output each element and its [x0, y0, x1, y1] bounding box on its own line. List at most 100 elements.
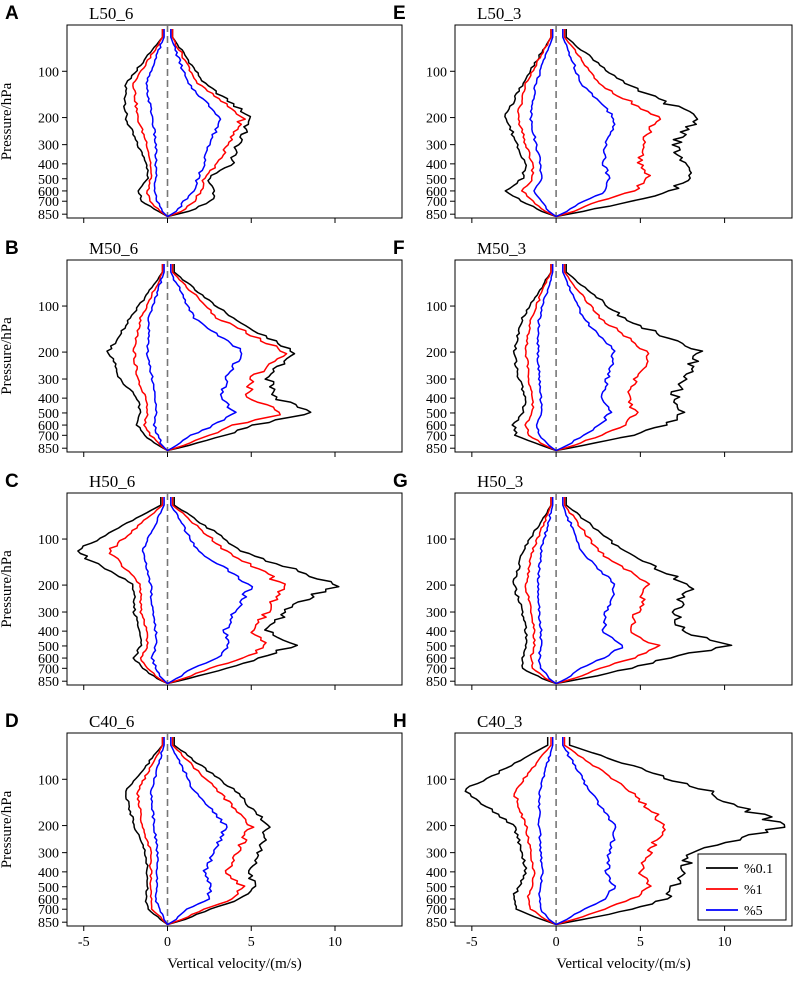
series-line-5	[145, 264, 243, 452]
legend: %0.1 %1 %5	[697, 853, 787, 921]
y-tick-label: 500	[38, 407, 59, 422]
y-tick-label: 850	[426, 916, 447, 931]
y-tick-label: 300	[426, 139, 447, 154]
series-line-01	[512, 497, 733, 685]
y-tick-label: 600	[38, 419, 59, 434]
y-tick-label: 700	[426, 195, 447, 210]
panel-frame	[454, 732, 793, 927]
y-tick-label: 400	[38, 392, 59, 407]
y-tick-label: 200	[426, 346, 447, 361]
series-line-5	[141, 497, 254, 685]
y-tick-label: 500	[426, 640, 447, 655]
y-tick-label: 850	[426, 442, 447, 457]
y-tick-label: 600	[426, 185, 447, 200]
y-tick-label: 700	[38, 903, 59, 918]
y-tick-label: 100	[38, 533, 59, 548]
x-tick-label: 0	[553, 935, 560, 950]
y-tick-label: 700	[426, 662, 447, 677]
series-line-1	[524, 264, 650, 452]
y-tick-label: 100	[38, 65, 59, 80]
y-tick-label: 500	[38, 881, 59, 896]
y-tick-label: 400	[426, 866, 447, 881]
series-line-01	[77, 497, 340, 685]
y-tick-label: 850	[38, 208, 59, 223]
y-tick-label: 400	[426, 625, 447, 640]
panel-label: E	[393, 3, 406, 24]
y-tick-label: 600	[38, 185, 59, 200]
panel-title: M50_3	[477, 239, 526, 258]
y-tick-label: 500	[426, 173, 447, 188]
panel-title: L50_6	[89, 4, 133, 23]
y-tick-label: 600	[38, 893, 59, 908]
series-line-01	[504, 29, 699, 218]
y-tick-label: 100	[38, 300, 59, 315]
series-line-01	[511, 264, 704, 452]
y-tick-label: 300	[38, 139, 59, 154]
series-line-1	[524, 497, 661, 685]
y-tick-label: 300	[426, 606, 447, 621]
y-tick-label: 100	[426, 300, 447, 315]
y-tick-label: 850	[426, 675, 447, 690]
y-axis-label: Pressure/hPa	[0, 550, 15, 628]
y-tick-label: 400	[38, 866, 59, 881]
y-tick-label: 100	[426, 65, 447, 80]
series-line-1	[513, 737, 666, 926]
y-tick-label: 200	[426, 820, 447, 835]
x-tick-label: -5	[466, 935, 478, 950]
y-tick-label: 850	[38, 675, 59, 690]
y-axis-label: Pressure/hPa	[0, 317, 15, 395]
y-tick-label: 600	[426, 893, 447, 908]
x-tick-label: 5	[248, 935, 255, 950]
panel-title: L50_3	[477, 4, 521, 23]
y-tick-label: 400	[38, 158, 59, 173]
panel-label: H	[393, 711, 407, 732]
y-tick-label: 700	[38, 195, 59, 210]
series-line-5	[536, 497, 624, 685]
y-tick-label: 500	[426, 407, 447, 422]
y-tick-label: 300	[38, 847, 59, 862]
y-tick-label: 500	[426, 881, 447, 896]
y-tick-label: 600	[426, 419, 447, 434]
y-axis-label: Pressure/hPa	[0, 790, 15, 868]
panel-frame	[66, 259, 403, 453]
y-tick-label: 850	[38, 916, 59, 931]
panel-frame	[454, 24, 793, 219]
y-tick-label: 200	[426, 579, 447, 594]
y-tick-label: 850	[426, 208, 447, 223]
y-axis-label: Pressure/hPa	[0, 82, 15, 160]
y-tick-label: 300	[38, 606, 59, 621]
panel-label: B	[5, 238, 19, 259]
y-tick-label: 400	[38, 625, 59, 640]
y-tick-label: 200	[38, 346, 59, 361]
y-tick-label: 700	[426, 429, 447, 444]
y-tick-label: 500	[38, 640, 59, 655]
panel-title: C40_3	[477, 712, 522, 731]
series-line-5	[145, 29, 222, 218]
panel-title: H50_3	[477, 472, 523, 491]
x-tick-label: 5	[637, 935, 644, 950]
y-tick-label: 100	[38, 773, 59, 788]
x-tick-label: 10	[328, 935, 342, 950]
y-tick-label: 200	[38, 112, 59, 127]
y-tick-label: 200	[38, 820, 59, 835]
panel-frame	[66, 732, 403, 927]
x-tick-label: 10	[718, 935, 732, 950]
panel-label: F	[393, 238, 405, 259]
legend-box	[697, 853, 787, 921]
panel-label: C	[5, 471, 19, 492]
series-line-1	[132, 29, 246, 218]
series-line-1	[132, 264, 288, 452]
y-tick-label: 400	[426, 392, 447, 407]
y-tick-label: 300	[38, 373, 59, 388]
x-axis-label: Vertical velocity/(m/s)	[167, 956, 302, 972]
panel-label: D	[5, 711, 19, 732]
y-tick-label: 600	[426, 652, 447, 667]
y-tick-label: 400	[426, 158, 447, 173]
panel-label: A	[5, 3, 19, 24]
